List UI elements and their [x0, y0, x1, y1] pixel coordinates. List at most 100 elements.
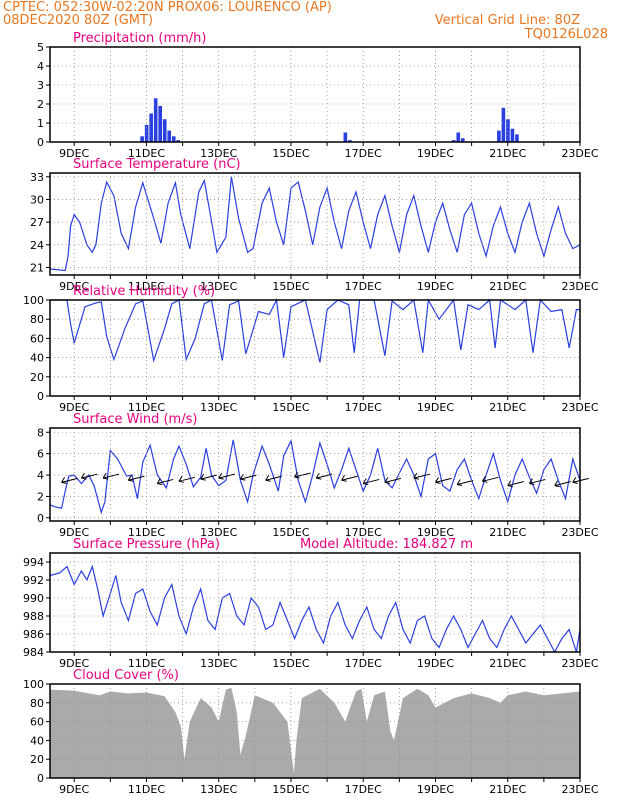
precipitation-xtick-label: 9DEC [59, 147, 89, 160]
pressure-panel: Surface Pressure (hPa) Model Altitude: 18… [23, 537, 599, 670]
cloud-xtick-label: 15DEC [272, 783, 309, 796]
wind-xtick-label: 21DEC [489, 526, 526, 539]
wind-arrow [341, 474, 358, 482]
precipitation-ytick-label: 1 [37, 117, 44, 130]
humidity-xtick-label: 19DEC [417, 401, 454, 414]
wind-series-line [49, 438, 581, 515]
wind-arrow [200, 473, 217, 481]
wind-xtick-label: 19DEC [417, 526, 454, 539]
panels: Precipitation (mm/h) 0 1 2 3 4 5 9DEC 11DEC 13DEC… [23, 31, 599, 796]
pressure-xtick-label: 21DEC [489, 657, 526, 670]
precipitation-bar [460, 138, 465, 142]
precipitation-bar [171, 136, 176, 142]
precipitation-bar [167, 130, 172, 142]
wind-arrow [482, 476, 499, 483]
humidity-series-line [50, 297, 580, 363]
cloud-xtick-label: 23DEC [561, 783, 598, 796]
cloud-ytick-label: 0 [37, 772, 44, 785]
precipitation-bar [140, 136, 144, 142]
pressure-ytick-label: 988 [23, 610, 44, 623]
pressure-xtick-label: 11DEC [128, 657, 165, 670]
pressure-ytick-label: 992 [23, 574, 44, 587]
precipitation-bar [501, 107, 506, 142]
humidity-ytick-label: 40 [30, 352, 44, 365]
wind-frame [49, 427, 581, 522]
precipitation-bar [510, 128, 515, 142]
precipitation-xtick-label: 19DEC [417, 147, 454, 160]
precipitation-ytick-label: 3 [37, 79, 44, 92]
temperature-ytick-label: 21 [30, 261, 44, 274]
precipitation-panel: Precipitation (mm/h) 0 1 2 3 4 5 9DEC 11DEC 13DEC… [37, 31, 599, 160]
wind-arrow [127, 474, 145, 482]
wind-arrow [218, 472, 235, 480]
temperature-xtick-label: 23DEC [561, 280, 598, 293]
humidity-xtick-label: 13DEC [200, 401, 237, 414]
wind-arrow [265, 474, 282, 482]
wind-title: Surface Wind (m/s) [73, 412, 197, 427]
temperature-panel: Surface Temperature (nC) 21 24 27 30 33 9DEC 11… [30, 157, 599, 293]
precipitation-title: Precipitation (mm/h) [73, 31, 206, 46]
precipitation-bar [506, 119, 510, 142]
temperature-xtick-label: 13DEC [200, 280, 237, 293]
pressure-frame [49, 552, 581, 653]
pressure-xtick-label: 15DEC [272, 657, 309, 670]
humidity-xtick-label: 11DEC [128, 401, 165, 414]
precipitation-ytick-label: 5 [37, 41, 44, 54]
precipitation-ytick-label: 2 [37, 98, 44, 111]
humidity-xtick-label: 15DEC [272, 401, 309, 414]
cloud-title: Cloud Cover (%) [73, 668, 179, 683]
pressure-title: Surface Pressure (hPa) [73, 537, 220, 552]
wind-arrow [315, 472, 333, 480]
cloud-panel: Cloud Cover (%) 0 20 40 60 80 100 9DEC 11DEC 13DE… [23, 668, 599, 796]
header-line2-right: Vertical Grid Line: 80Z [435, 13, 580, 28]
wind-arrow [413, 472, 430, 480]
wind-arrow [102, 472, 120, 480]
wind-arrow [61, 477, 78, 484]
pressure-series-line [49, 564, 581, 654]
precipitation-bar [158, 105, 162, 142]
wind-arrow [572, 477, 589, 484]
precipitation-bar [162, 119, 167, 142]
cloud-area [50, 687, 580, 778]
header: CPTEC: 052:30W-02:20N PROX06: LOURENCO (… [3, 0, 608, 42]
pressure-xtick-label: 23DEC [561, 657, 598, 670]
temperature-frame [49, 172, 581, 276]
wind-ytick-label: 0 [37, 512, 44, 525]
humidity-panel: Relative Humidity (%) 0 20 40 60 80 100 9DEC 11D… [23, 284, 599, 414]
cloud-xtick-label: 19DEC [417, 783, 454, 796]
wind-xtick-label: 13DEC [200, 526, 237, 539]
precipitation-bar [343, 132, 348, 142]
temperature-ytick-label: 30 [30, 193, 44, 206]
temperature-ytick-label: 33 [30, 171, 44, 184]
temperature-xtick-label: 17DEC [345, 280, 382, 293]
cloud-xtick-label: 11DEC [128, 783, 165, 796]
pressure-annotation: Model Altitude: 184.827 m [300, 537, 473, 552]
precipitation-bar [153, 98, 158, 142]
precipitation-bar [497, 130, 501, 142]
humidity-xtick-label: 21DEC [489, 401, 526, 414]
humidity-ytick-label: 20 [30, 371, 44, 384]
wind-arrow [384, 477, 402, 484]
temperature-xtick-label: 19DEC [417, 280, 454, 293]
precipitation-bar [149, 113, 153, 142]
precipitation-xtick-label: 11DEC [128, 147, 165, 160]
wind-xtick-label: 23DEC [561, 526, 598, 539]
header-line3-right: TQ0126L028 [524, 27, 608, 42]
pressure-ytick-label: 990 [23, 592, 44, 605]
precipitation-frame [49, 46, 581, 143]
temperature-ytick-label: 27 [30, 216, 44, 229]
wind-xtick-label: 9DEC [59, 526, 89, 539]
cloud-ytick-label: 40 [30, 734, 44, 747]
precipitation-bar [348, 140, 352, 142]
precipitation-bar [176, 140, 181, 142]
humidity-title: Relative Humidity (%) [73, 284, 215, 299]
wind-arrow [456, 479, 474, 487]
temperature-xtick-label: 21DEC [489, 280, 526, 293]
cloud-ytick-label: 60 [30, 716, 44, 729]
cloud-ytick-label: 80 [30, 697, 44, 710]
precipitation-ytick-label: 4 [37, 60, 44, 73]
cloud-ytick-label: 20 [30, 753, 44, 766]
humidity-ytick-label: 100 [23, 294, 44, 307]
temperature-xtick-label: 15DEC [272, 280, 309, 293]
header-line2-left: 08DEC2020 80Z (GMT) [3, 13, 153, 28]
